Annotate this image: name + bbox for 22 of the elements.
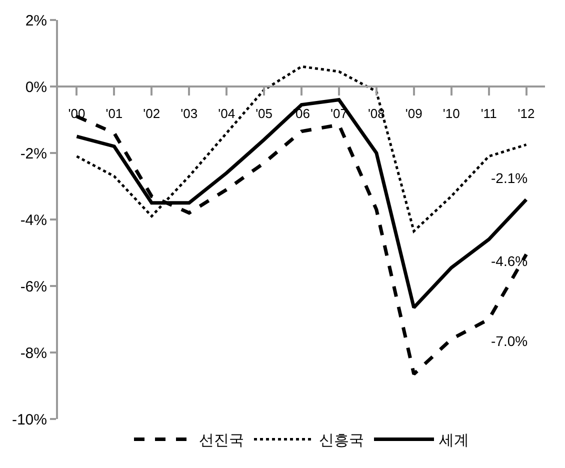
x-tick-label: '03	[180, 106, 198, 122]
x-tick-label: '10	[442, 106, 460, 122]
legend-label: 신흥국	[319, 432, 364, 450]
x-tick-label: '11	[480, 106, 497, 122]
x-tick-label: '12	[518, 106, 535, 122]
legend-label: 세계	[439, 432, 469, 450]
y-tick-label: -8%	[20, 344, 47, 362]
y-tick-label: 2%	[25, 12, 47, 30]
y-tick-label: -6%	[20, 278, 47, 296]
x-tick-label: '02	[143, 106, 160, 122]
x-tick-label: '01	[106, 106, 123, 122]
y-tick-label: -2%	[20, 145, 47, 162]
y-tick-label: -10%	[12, 411, 47, 428]
annotation: -4.6%	[491, 253, 528, 269]
x-tick-label: '09	[405, 106, 422, 122]
legend-label: 선진국	[199, 432, 244, 450]
annotation: -2.1%	[491, 170, 528, 186]
x-tick-label: '05	[256, 106, 273, 122]
y-tick-label: -4%	[20, 212, 47, 229]
y-tick-label: 0%	[25, 78, 47, 96]
annotation: -7.0%	[491, 333, 528, 349]
x-tick-label: '04	[218, 106, 236, 122]
